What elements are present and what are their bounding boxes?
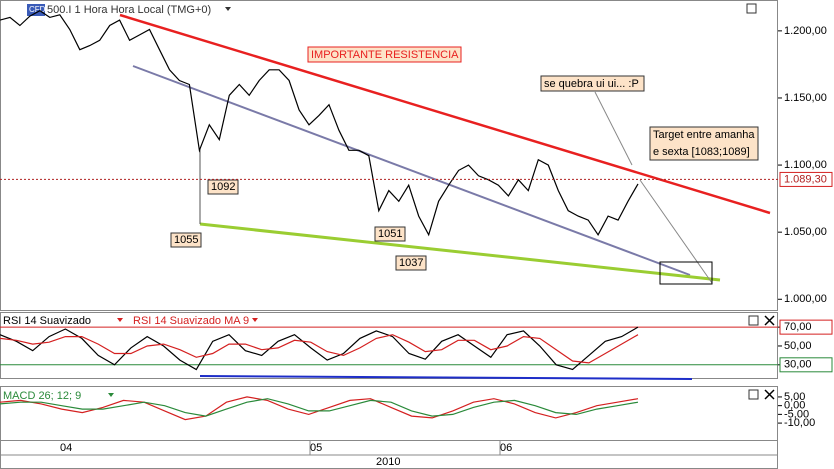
dropdown-arrow[interactable] — [252, 318, 258, 322]
level-box — [779, 357, 833, 373]
annotation-box — [170, 232, 202, 248]
series-line — [0, 9, 639, 237]
maximize-button[interactable] — [748, 315, 759, 326]
annotation: 1051 — [378, 228, 402, 240]
annotation: se quebra ui ui... :P — [544, 78, 639, 90]
dropdown-arrow[interactable] — [108, 393, 114, 397]
last-price-label: 1.089,30 — [784, 173, 827, 185]
pointer-line — [639, 179, 713, 284]
series-line — [0, 326, 639, 371]
y-tick-label: 5,00 — [784, 391, 805, 403]
last-price-box — [779, 171, 833, 187]
y-tick-label: 0,00 — [784, 400, 805, 412]
maximize-button[interactable] — [748, 389, 759, 400]
legend-entry: RSI 14 Suavizado — [3, 315, 91, 327]
annotation: e sexta [1083;1089] — [653, 146, 750, 158]
annotation-box — [395, 255, 427, 271]
y-tick-label: 70,00 — [784, 321, 812, 333]
y-tick-label: 1.050,00 — [784, 226, 827, 238]
series-line — [0, 334, 639, 364]
year-label: 2010 — [376, 456, 400, 468]
dropdown-arrow[interactable] — [225, 7, 231, 11]
annotation-box — [374, 226, 406, 242]
y-tick-label: -10,00 — [784, 417, 815, 429]
y-tick-label: -5,00 — [784, 408, 809, 420]
x-tick-label: 05 — [310, 442, 322, 454]
rsi-trend-line — [199, 375, 693, 380]
annotation: IMPORTANTE RESISTENCIA — [311, 49, 459, 61]
rsi-panel — [0, 312, 778, 379]
annotation-box — [649, 126, 759, 161]
annotation-box — [207, 179, 239, 195]
annotation: Target entre amanha — [653, 129, 755, 141]
y-tick-label: 30,00 — [784, 359, 812, 371]
y-tick-label: 1.000,00 — [784, 293, 827, 305]
support-line — [199, 222, 721, 282]
cfd-badge — [27, 4, 45, 16]
annotation: 1092 — [211, 181, 235, 193]
price-panel — [0, 0, 778, 311]
close-button[interactable] — [764, 389, 775, 400]
annotation: 1037 — [399, 257, 423, 269]
annotation: 1055 — [174, 234, 198, 246]
y-tick-label: 1.100,00 — [784, 159, 827, 171]
cfd-badge-text: CFD — [29, 5, 46, 14]
level-box — [779, 319, 833, 335]
y-tick-label: 1.200,00 — [784, 25, 827, 37]
annotation-box — [307, 46, 462, 63]
pointer-line — [594, 91, 633, 166]
series-line — [0, 398, 639, 417]
legend-entry: RSI 14 Suavizado MA 9 — [133, 315, 249, 327]
y-tick-label: 1.150,00 — [784, 92, 827, 104]
maximize-button[interactable] — [746, 3, 757, 14]
target-box — [659, 261, 713, 285]
x-tick-label: 04 — [60, 442, 72, 454]
annotation-box — [540, 75, 645, 92]
dropdown-arrow[interactable] — [117, 318, 123, 322]
chart-title: 500.I 1 Hora Hora Local (TMG+0) — [47, 4, 211, 16]
x-tick-label: 06 — [500, 442, 512, 454]
resistance-line — [119, 13, 771, 215]
y-tick-label: 50,00 — [784, 340, 812, 352]
trend-line — [132, 65, 691, 276]
legend-entry: MACD 26; 12; 9 — [3, 390, 81, 402]
close-button[interactable] — [764, 315, 775, 326]
